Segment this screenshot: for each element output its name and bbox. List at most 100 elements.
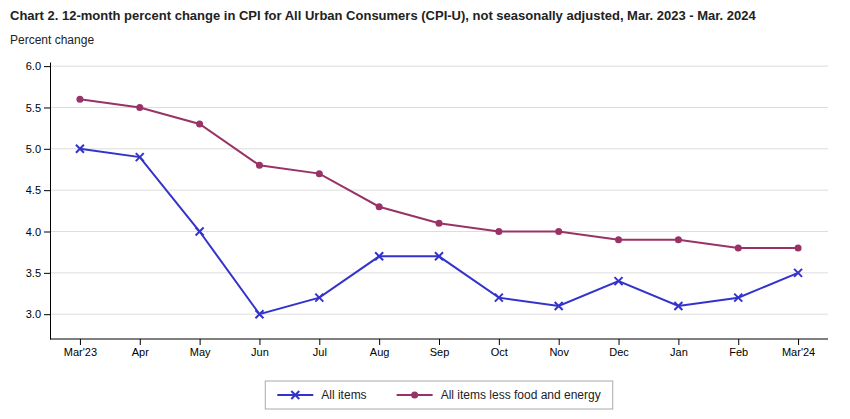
marker-circle [136, 104, 143, 111]
marker-x [794, 269, 802, 277]
x-tick: Mar'24 [782, 339, 815, 358]
x-tick-mark [619, 339, 620, 345]
marker-circle [555, 228, 562, 235]
y-tick: 5.5 [26, 101, 50, 113]
y-tick: 5.0 [26, 143, 50, 155]
x-tick: Feb [729, 339, 748, 358]
y-tick-mark [44, 66, 50, 67]
y-tick-mark [44, 107, 50, 108]
marker-circle [376, 203, 383, 210]
x-tick: Sep [430, 339, 450, 358]
marker-circle [256, 162, 263, 169]
y-tick-mark [44, 149, 50, 150]
x-tick-label: Nov [549, 346, 569, 358]
x-tick-mark [798, 339, 799, 345]
y-tick-label: 3.0 [26, 308, 41, 320]
marker-circle [495, 228, 502, 235]
y-tick: 3.0 [26, 308, 50, 320]
legend-marker [411, 392, 418, 399]
x-tick-label: Oct [491, 346, 508, 358]
x-tick-label: May [190, 346, 211, 358]
legend: All items All items less food and energy [265, 381, 612, 409]
y-tick-label: 5.0 [26, 143, 41, 155]
y-tick: 4.5 [26, 184, 50, 196]
x-tick: Jul [313, 339, 327, 358]
marker-x [76, 145, 84, 153]
x-tick: Dec [609, 339, 629, 358]
y-tick: 4.0 [26, 226, 50, 238]
x-tick-mark [259, 339, 260, 345]
x-tick-label: Jan [670, 346, 688, 358]
legend-item: All items [277, 388, 366, 402]
x-tick-mark [738, 339, 739, 345]
x-tick: Jan [670, 339, 688, 358]
marker-circle [675, 236, 682, 243]
y-tick: 6.0 [26, 60, 50, 72]
grid-line [50, 272, 828, 273]
marker-x [674, 302, 682, 310]
grid-line [50, 107, 828, 108]
y-tick-mark [44, 314, 50, 315]
marker-circle [196, 121, 203, 128]
y-tick-label: 4.5 [26, 184, 41, 196]
x-tick-mark [319, 339, 320, 345]
y-axis-line [50, 63, 51, 340]
series-line [80, 99, 798, 248]
x-tick: Jun [251, 339, 269, 358]
marker-circle [735, 245, 742, 252]
marker-circle [436, 220, 443, 227]
legend-marker [291, 391, 299, 399]
x-tick-label: Feb [729, 346, 748, 358]
x-tick-mark [439, 339, 440, 345]
marker-x [495, 294, 503, 302]
y-tick-mark [44, 190, 50, 191]
grid-line [50, 231, 828, 232]
x-tick-label: Jul [313, 346, 327, 358]
marker-x [315, 294, 323, 302]
series [76, 145, 802, 318]
y-tick-label: 3.5 [26, 267, 41, 279]
legend-item: All items less food and energy [397, 388, 601, 402]
title: Chart 2. 12-month percent change in CPI … [10, 8, 757, 23]
marker-x [734, 294, 742, 302]
x-tick-mark [499, 339, 500, 345]
x-tick-mark [140, 339, 141, 345]
grid-line [50, 66, 828, 67]
x-tick: Apr [132, 339, 149, 358]
x-tick-mark [559, 339, 560, 345]
series [76, 96, 801, 252]
grid [50, 66, 828, 314]
series-line [80, 149, 798, 314]
x-tick-label: Aug [370, 346, 390, 358]
x-tick: Mar'23 [64, 339, 97, 358]
y-tick: 3.5 [26, 267, 50, 279]
y-axis-label: Percent change [10, 33, 94, 47]
x-tick-mark [80, 339, 81, 345]
x-tick-label: Mar'24 [782, 346, 815, 358]
x-axis: Mar'23 Apr May Jun Jul Aug Sep Oct Nov Dec Jan Feb M… [50, 339, 828, 358]
legend-box [265, 381, 612, 409]
chart: Chart 2. 12-month percent change in CPI … [0, 0, 850, 419]
x-tick: Aug [370, 339, 390, 358]
marker-x [555, 302, 563, 310]
x-tick-label: Sep [430, 346, 450, 358]
y-tick-label: 5.5 [26, 101, 41, 113]
x-tick: Nov [549, 339, 569, 358]
marker-x [435, 252, 443, 260]
x-tick-label: Mar'23 [64, 346, 97, 358]
x-tick: Oct [491, 339, 508, 358]
marker-x [196, 228, 204, 236]
y-tick-mark [44, 232, 50, 233]
legend-label: All items less food and energy [441, 388, 601, 402]
marker-x [136, 153, 144, 161]
y-tick-label: 6.0 [26, 60, 41, 72]
x-tick-label: Dec [609, 346, 629, 358]
marker-x [375, 252, 383, 260]
plot-area: 3.0 3.5 4.0 4.5 5.0 5.5 6.0 Mar'23 Apr May Jun Jul A… [26, 60, 828, 358]
legend-label: All items [321, 388, 366, 402]
marker-circle [316, 170, 323, 177]
x-tick: May [190, 339, 211, 358]
marker-x [255, 310, 263, 318]
legend-items: All items All items less food and energy [277, 388, 600, 402]
y-axis: 3.0 3.5 4.0 4.5 5.0 5.5 6.0 [26, 60, 51, 339]
